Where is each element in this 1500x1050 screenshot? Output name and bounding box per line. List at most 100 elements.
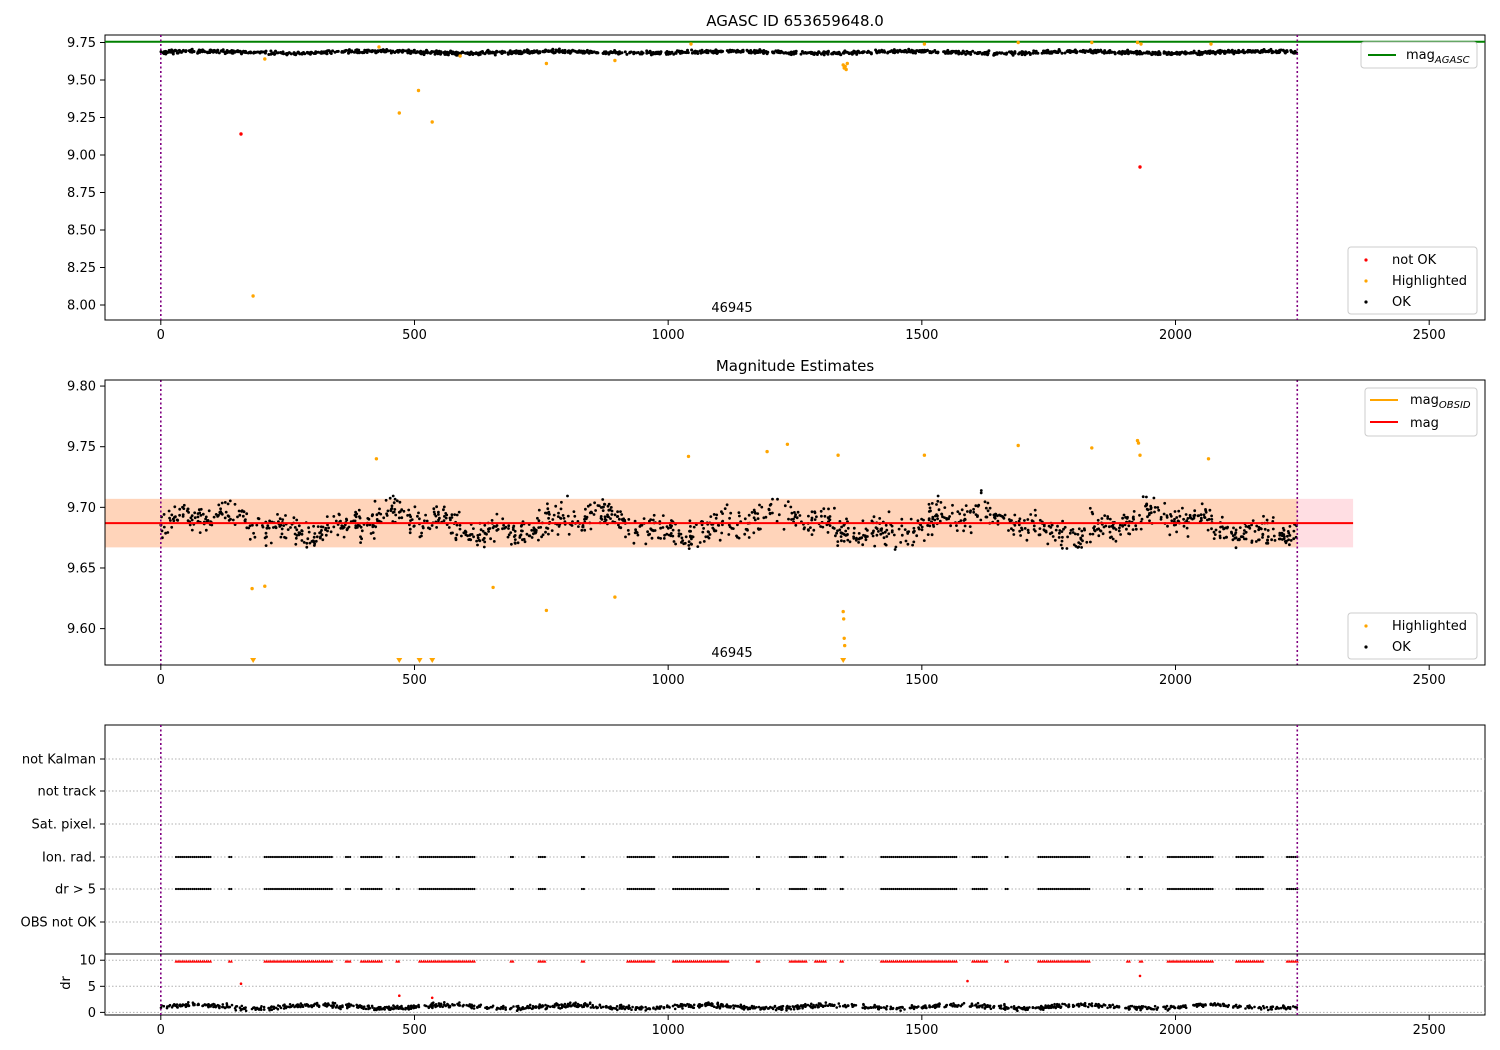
ok-point [955, 524, 958, 527]
ok-point [712, 513, 716, 516]
dr-gt-5-flag-point [1193, 887, 1196, 891]
ion-rad-flag-point [886, 855, 889, 859]
panel-mag-y-axis: 9.609.659.709.759.80 [67, 380, 105, 637]
ok-point [1261, 536, 1264, 539]
dr-point [654, 1008, 657, 1011]
highlighted-point [544, 608, 549, 613]
y-tick-label: 9.70 [67, 501, 96, 516]
dr-capped-marker [438, 959, 442, 963]
dr-gt-5-flag-point [839, 887, 842, 891]
dr-capped-marker [361, 959, 365, 963]
ok-point [172, 519, 176, 523]
ok-point [935, 503, 938, 506]
dr-gt-5-flag-point [1209, 887, 1212, 891]
dr-capped-marker [299, 959, 303, 963]
ok-point [1144, 51, 1148, 55]
ok-point [888, 50, 892, 54]
ion-rad-flag-point [943, 855, 946, 859]
dr-point [792, 1005, 795, 1009]
ion-rad-flag-point [951, 855, 954, 859]
ion-rad-flag-point [444, 855, 447, 859]
dr-point [1044, 1004, 1047, 1007]
dr-gt-5-flag-point [328, 887, 331, 891]
dr-point [338, 1005, 342, 1008]
dr-gt-5-flag-point [951, 887, 954, 891]
ok-point [418, 517, 421, 521]
dr-gt-5-flag-point [330, 887, 333, 891]
ok-point [455, 523, 459, 527]
dr-capped-marker [1125, 959, 1129, 963]
ok-point [1157, 50, 1161, 54]
ok-point [1243, 529, 1246, 532]
ok-point [248, 524, 252, 528]
ion-rad-flag-point [463, 855, 466, 859]
ok-point [1145, 495, 1148, 499]
dr-capped-marker [885, 959, 889, 963]
dr-capped-marker [1079, 959, 1083, 963]
ok-point [879, 532, 883, 536]
dr-gt-5-flag-point [696, 887, 699, 891]
ok-point [1234, 531, 1238, 534]
ok-point [389, 49, 392, 53]
ok-point [632, 52, 636, 56]
ion-rad-flag-point [904, 855, 907, 859]
ion-rad-flag-point [459, 855, 462, 859]
dr-capped-marker [815, 959, 819, 963]
dr-gt-5-flag-point [465, 887, 468, 891]
ok-point [756, 512, 760, 515]
ok-point [701, 530, 705, 534]
dr-capped-marker [1166, 959, 1170, 963]
ok-point [513, 534, 517, 537]
dr-gt-5-flag-point [676, 887, 679, 891]
ok-point [626, 529, 630, 532]
dr-point [377, 1005, 381, 1009]
dr-gt-5-flag-point [1138, 887, 1142, 891]
dr-capped-marker [275, 959, 279, 963]
dr-point [1041, 1005, 1044, 1009]
ok-point [1088, 49, 1092, 53]
dr-point [879, 1006, 882, 1009]
ok-point [601, 509, 605, 512]
ok-point [601, 498, 605, 501]
dr-gt-5-flag-point [420, 887, 423, 891]
x-tick-label: 1500 [905, 673, 938, 688]
dr-capped-marker [229, 959, 233, 963]
dr-capped-marker [636, 959, 640, 963]
ok-point [1285, 50, 1289, 54]
dr-point [221, 1005, 224, 1009]
ok-point [992, 53, 996, 57]
ok-point [777, 513, 781, 517]
ok-point [1046, 542, 1050, 546]
dr-point [1144, 1005, 1147, 1009]
highlighted-point [1139, 42, 1143, 46]
ok-point [220, 501, 224, 505]
dr-capped-marker [796, 959, 800, 963]
ok-point [313, 542, 317, 546]
ok-point [513, 529, 517, 533]
ion-rad-flag-point [706, 855, 709, 859]
ion-rad-flag-point [209, 855, 212, 859]
ion-rad-flag-point [195, 855, 198, 859]
ok-point [709, 49, 712, 53]
dr-point [392, 1004, 395, 1007]
highlighted-point [922, 42, 927, 46]
ok-point [670, 50, 674, 54]
dr-capped-marker [301, 959, 305, 963]
ion-rad-flag-point [930, 855, 934, 859]
ion-rad-flag-point [306, 855, 309, 859]
dr-point [985, 1004, 989, 1008]
legend-highlighted-label-2: Highlighted [1392, 619, 1467, 634]
ok-point [162, 513, 166, 516]
panel-mag-plot-area [105, 380, 1354, 665]
ok-point [1106, 517, 1110, 520]
dr-point [304, 1004, 308, 1007]
dr-capped-marker [174, 959, 178, 963]
ok-point [1112, 526, 1115, 530]
ok-point [1207, 517, 1211, 521]
ok-point [1238, 50, 1241, 54]
ok-point [996, 519, 1000, 523]
dr-capped-marker [1057, 959, 1061, 963]
ion-rad-flag-point [686, 855, 689, 859]
dr-point [574, 1001, 577, 1004]
ion-rad-flag-point [790, 855, 794, 859]
